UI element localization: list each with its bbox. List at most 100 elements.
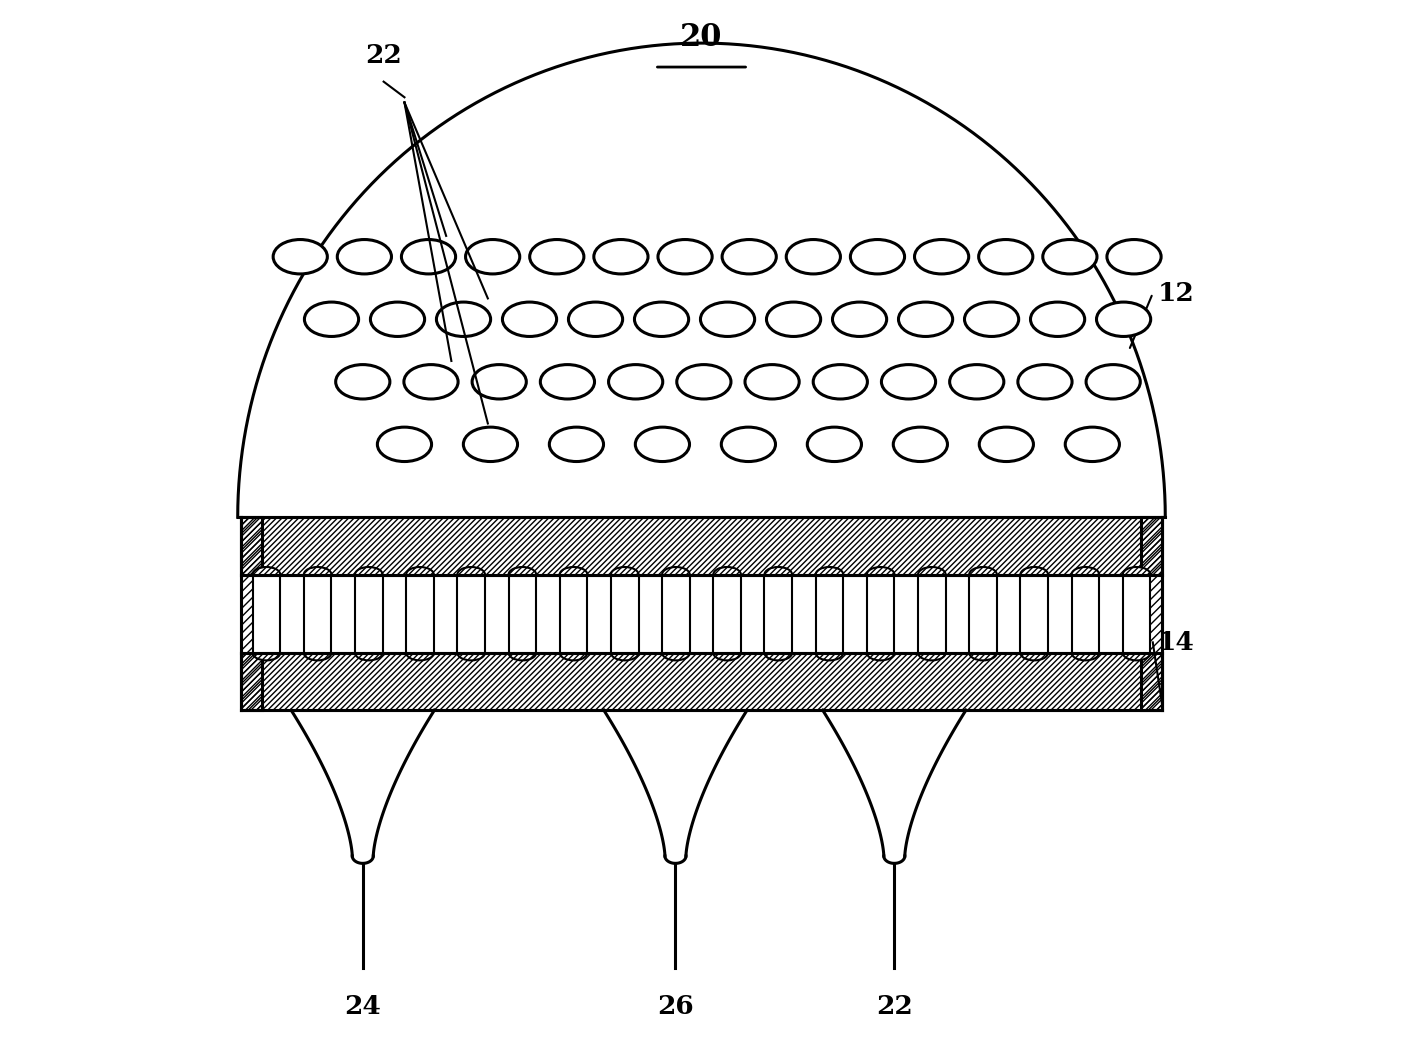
Text: 22: 22 [875, 994, 913, 1019]
Ellipse shape [814, 365, 867, 399]
Ellipse shape [1072, 645, 1099, 660]
Ellipse shape [815, 567, 843, 582]
Ellipse shape [815, 645, 843, 660]
Ellipse shape [1042, 239, 1097, 274]
Bar [1141, 517, 1162, 711]
Ellipse shape [867, 567, 895, 582]
Text: 22: 22 [365, 43, 403, 68]
Ellipse shape [1020, 645, 1048, 660]
Bar [1122, 575, 1150, 653]
Ellipse shape [700, 302, 755, 336]
Ellipse shape [979, 427, 1034, 462]
Ellipse shape [560, 567, 588, 582]
Ellipse shape [436, 302, 491, 336]
Bar [713, 575, 741, 653]
Bar [867, 575, 895, 653]
Ellipse shape [1122, 645, 1150, 660]
Ellipse shape [867, 645, 895, 660]
Polygon shape [237, 43, 1166, 517]
Text: 12: 12 [1157, 281, 1195, 306]
Bar [241, 517, 262, 711]
Ellipse shape [662, 645, 690, 660]
Ellipse shape [723, 239, 776, 274]
Ellipse shape [466, 239, 519, 274]
Ellipse shape [473, 365, 526, 399]
Ellipse shape [1017, 365, 1072, 399]
Ellipse shape [1030, 302, 1085, 336]
Ellipse shape [713, 567, 741, 582]
Ellipse shape [530, 239, 584, 274]
Ellipse shape [918, 645, 946, 660]
Ellipse shape [1072, 567, 1099, 582]
Ellipse shape [1020, 567, 1048, 582]
Ellipse shape [550, 427, 603, 462]
Ellipse shape [610, 645, 638, 660]
Ellipse shape [304, 567, 331, 582]
Bar [918, 575, 946, 653]
Ellipse shape [508, 567, 536, 582]
Text: 20: 20 [680, 22, 723, 53]
Ellipse shape [713, 645, 741, 660]
Ellipse shape [894, 427, 947, 462]
Ellipse shape [335, 365, 390, 399]
Ellipse shape [355, 645, 383, 660]
Ellipse shape [1122, 567, 1150, 582]
Ellipse shape [676, 365, 731, 399]
Ellipse shape [502, 302, 557, 336]
Bar [610, 575, 638, 653]
Text: 24: 24 [344, 994, 382, 1019]
Ellipse shape [560, 645, 588, 660]
Ellipse shape [636, 427, 689, 462]
Ellipse shape [634, 302, 689, 336]
Ellipse shape [463, 427, 518, 462]
Ellipse shape [1065, 427, 1120, 462]
Bar [508, 575, 536, 653]
Bar [304, 575, 331, 653]
Ellipse shape [918, 567, 946, 582]
Ellipse shape [898, 302, 953, 336]
Ellipse shape [964, 302, 1019, 336]
Ellipse shape [405, 567, 434, 582]
Ellipse shape [540, 365, 595, 399]
Ellipse shape [832, 302, 887, 336]
Ellipse shape [370, 302, 425, 336]
Ellipse shape [457, 567, 485, 582]
Ellipse shape [765, 645, 793, 660]
Ellipse shape [337, 239, 391, 274]
Ellipse shape [658, 239, 713, 274]
Ellipse shape [508, 645, 536, 660]
Bar [241, 517, 1162, 575]
Bar [1072, 575, 1099, 653]
Ellipse shape [1097, 302, 1150, 336]
Ellipse shape [457, 645, 485, 660]
Ellipse shape [568, 302, 623, 336]
Ellipse shape [721, 427, 776, 462]
Ellipse shape [304, 302, 359, 336]
Ellipse shape [593, 239, 648, 274]
Bar [355, 575, 383, 653]
Ellipse shape [405, 645, 434, 660]
Ellipse shape [253, 567, 281, 582]
Bar [815, 575, 843, 653]
Bar [1020, 575, 1048, 653]
Ellipse shape [915, 239, 968, 274]
Ellipse shape [745, 365, 800, 399]
Bar [241, 517, 1162, 711]
Bar [662, 575, 690, 653]
Ellipse shape [969, 645, 998, 660]
Ellipse shape [765, 567, 793, 582]
Ellipse shape [401, 239, 456, 274]
Ellipse shape [950, 365, 1003, 399]
Ellipse shape [850, 239, 905, 274]
Text: 14: 14 [1157, 630, 1195, 655]
Ellipse shape [766, 302, 821, 336]
Ellipse shape [807, 427, 861, 462]
Bar [253, 575, 281, 653]
Text: 26: 26 [657, 994, 693, 1019]
Ellipse shape [253, 645, 281, 660]
Ellipse shape [881, 365, 936, 399]
Ellipse shape [662, 567, 690, 582]
Ellipse shape [786, 239, 840, 274]
Ellipse shape [404, 365, 459, 399]
Ellipse shape [355, 567, 383, 582]
